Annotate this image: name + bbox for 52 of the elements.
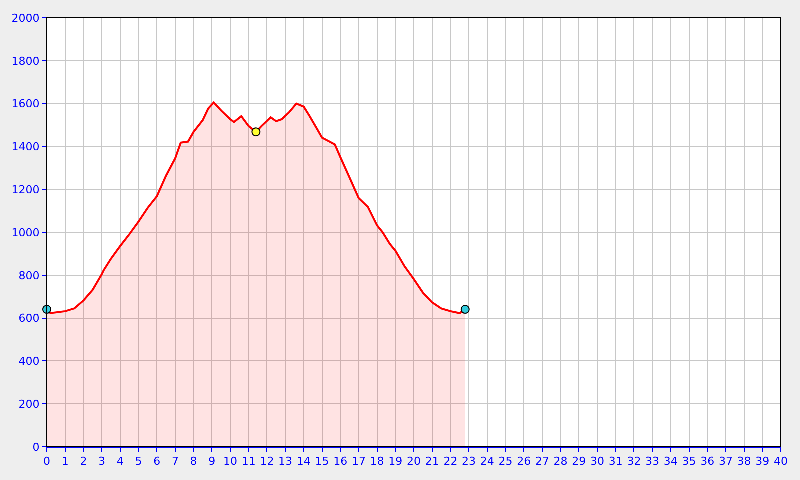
- x-tick-label: 11: [242, 455, 256, 468]
- x-tick-label: 35: [682, 455, 696, 468]
- x-tick-label: 10: [224, 455, 238, 468]
- y-tick-label: 800: [18, 269, 40, 282]
- x-tick-label: 9: [208, 455, 216, 468]
- x-tick-label: 16: [334, 455, 348, 468]
- y-tick-label: 1000: [12, 226, 40, 240]
- x-tick-label: 34: [664, 455, 678, 468]
- x-tick-label: 37: [718, 455, 733, 468]
- x-tick-label: 29: [572, 455, 586, 468]
- x-tick-label: 4: [116, 455, 124, 468]
- x-tick-label: 7: [172, 455, 179, 468]
- x-tick-label: 30: [590, 455, 604, 468]
- x-tick-label: 6: [154, 455, 161, 468]
- x-tick-label: 33: [646, 455, 660, 468]
- y-tick-label: 1600: [12, 98, 40, 111]
- x-tick-label: 21: [425, 455, 440, 468]
- x-tick-label: 18: [370, 455, 384, 468]
- x-tick-label: 31: [608, 455, 623, 468]
- x-tick-label: 5: [135, 455, 142, 468]
- x-tick-label: 1: [62, 455, 69, 468]
- x-tick-label: 17: [352, 455, 366, 468]
- x-tick-label: 8: [190, 455, 198, 468]
- x-tick-label: 22: [444, 455, 458, 468]
- x-tick-label: 36: [700, 455, 715, 468]
- x-tick-label: 12: [260, 455, 274, 468]
- y-tick-label: 0: [32, 440, 40, 454]
- x-tick-label: 28: [554, 455, 568, 468]
- x-tick-label: 25: [498, 455, 513, 468]
- x-tick-label: 20: [407, 455, 421, 468]
- x-tick-label: 2: [80, 455, 88, 468]
- x-tick-label: 24: [480, 455, 494, 468]
- y-tick-label: 1400: [12, 140, 40, 154]
- y-tick-label: 1200: [12, 183, 40, 196]
- y-tick-label: 1800: [12, 54, 40, 68]
- x-tick-label: 40: [774, 455, 788, 468]
- x-tick-label: 19: [388, 455, 403, 468]
- x-tick-label: 39: [756, 455, 770, 468]
- x-tick-label: 13: [278, 455, 293, 468]
- y-tick-label: 2000: [12, 12, 40, 25]
- y-tick-label: 200: [18, 398, 40, 411]
- x-tick-label: 0: [44, 455, 50, 468]
- y-tick-label: 600: [18, 312, 40, 326]
- x-tick-label: 27: [535, 455, 550, 468]
- x-tick-label: 38: [737, 455, 752, 468]
- x-tick-label: 23: [462, 455, 476, 468]
- x-tick-label: 3: [98, 455, 106, 468]
- x-tick-label: 14: [296, 455, 311, 468]
- x-tick-label: 26: [517, 455, 532, 468]
- x-tick-label: 15: [315, 455, 330, 468]
- y-tick-label: 400: [18, 355, 40, 368]
- x-tick-label: 32: [627, 455, 642, 468]
